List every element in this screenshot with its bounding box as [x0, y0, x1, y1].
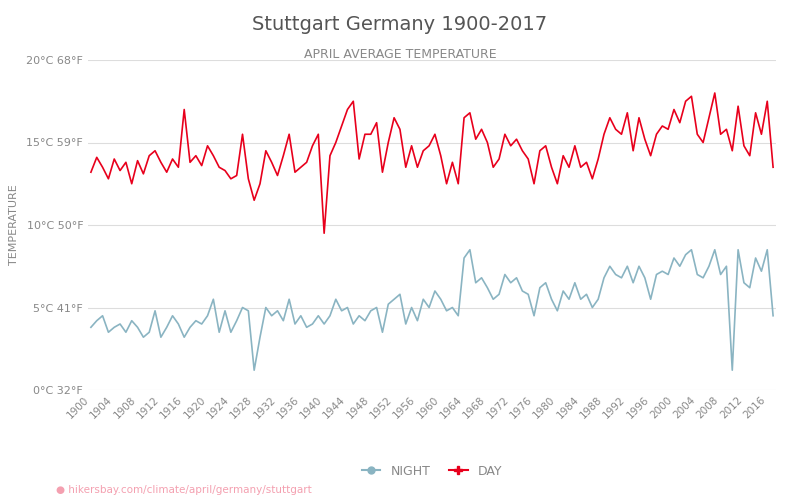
- Y-axis label: TEMPERATURE: TEMPERATURE: [10, 184, 19, 266]
- Legend: NIGHT, DAY: NIGHT, DAY: [357, 460, 507, 483]
- Text: ● hikersbay.com/climate/april/germany/stuttgart: ● hikersbay.com/climate/april/germany/st…: [56, 485, 312, 495]
- Text: Stuttgart Germany 1900-2017: Stuttgart Germany 1900-2017: [253, 15, 547, 34]
- Text: APRIL AVERAGE TEMPERATURE: APRIL AVERAGE TEMPERATURE: [304, 48, 496, 60]
